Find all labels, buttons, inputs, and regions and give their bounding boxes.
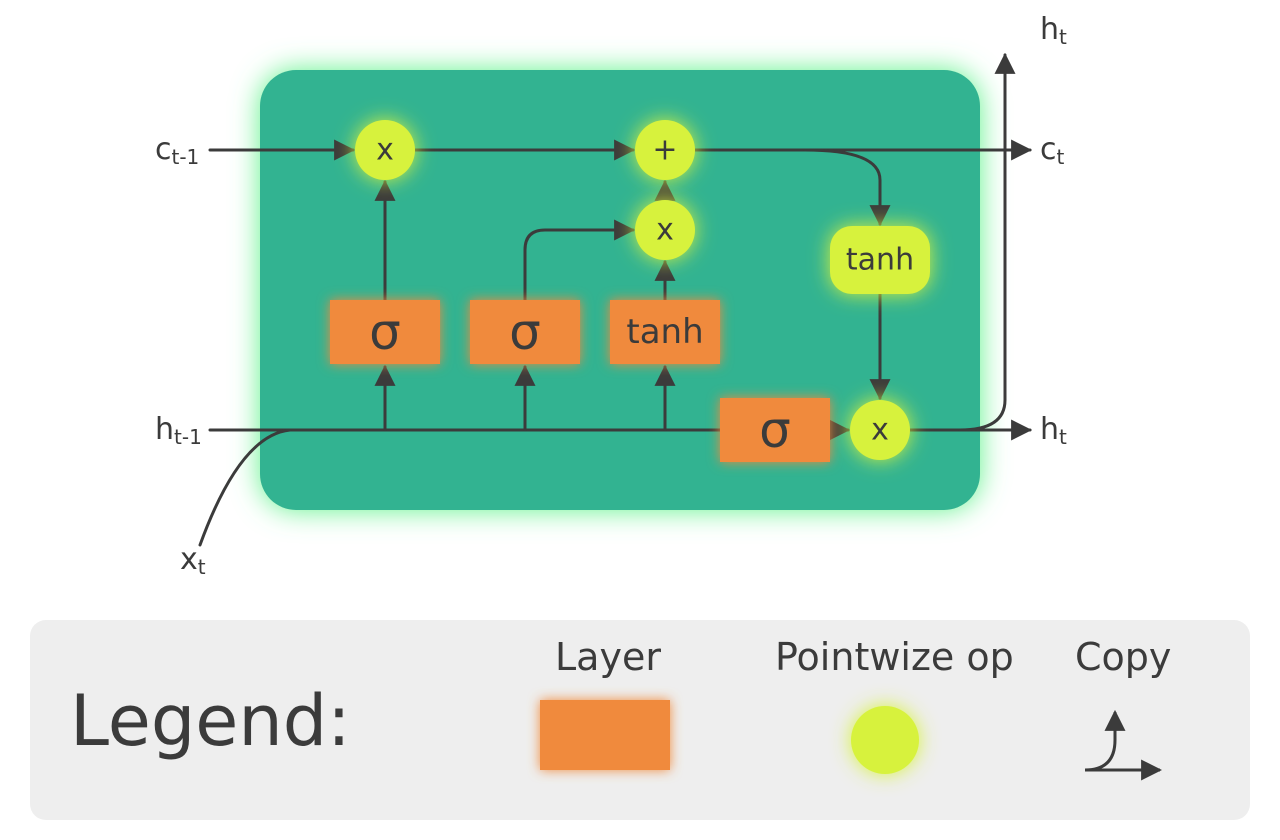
layer-box-tanh1: tanh (610, 300, 720, 364)
layer-box-sigma2: σ (470, 300, 580, 364)
legend-label-pointwise: Pointwize op (775, 635, 1014, 679)
legend-panel: Legend: Layer Pointwize op Copy (30, 620, 1250, 820)
pointwise-label-mult2: x (656, 213, 674, 248)
pointwise-label-mult3: x (871, 413, 889, 448)
legend-label-copy: Copy (1075, 635, 1171, 679)
pointwise-label-add1: + (652, 133, 677, 168)
io-label-h_top: ht (1040, 12, 1067, 49)
io-label-h_prev: ht-1 (155, 412, 202, 449)
legend-title: Legend: (70, 680, 351, 762)
legend-swatch-layer (540, 700, 670, 770)
layer-label-sigma2: σ (509, 303, 541, 361)
pointwise-op-mult3: x (850, 400, 910, 460)
layer-box-sigma4: σ (720, 398, 830, 462)
pointwise-op-add1: + (635, 120, 695, 180)
layer-label-sigma4: σ (759, 401, 791, 459)
pointwise-label-tanh: tanh (846, 243, 914, 278)
pointwise-op-mult1: x (355, 120, 415, 180)
pointwise-op-mult2: x (635, 200, 695, 260)
layer-label-tanh1: tanh (626, 312, 703, 352)
layer-label-sigma1: σ (369, 303, 401, 361)
pointwise-op-tanh: tanh (830, 226, 930, 294)
layer-box-sigma1: σ (330, 300, 440, 364)
io-label-c_next: ct (1040, 132, 1065, 169)
lstm-diagram: σ σ tanh σ x + x x tanh ct-1 ct ht-1 ht ht xt Legend… (0, 0, 1280, 840)
io-label-h_next: ht (1040, 412, 1067, 449)
legend-label-layer: Layer (555, 635, 661, 679)
pointwise-label-mult1: x (376, 133, 394, 168)
io-label-x_in: xt (180, 542, 206, 579)
io-label-c_prev: ct-1 (155, 132, 199, 169)
legend-swatch-pointwise (851, 706, 919, 774)
